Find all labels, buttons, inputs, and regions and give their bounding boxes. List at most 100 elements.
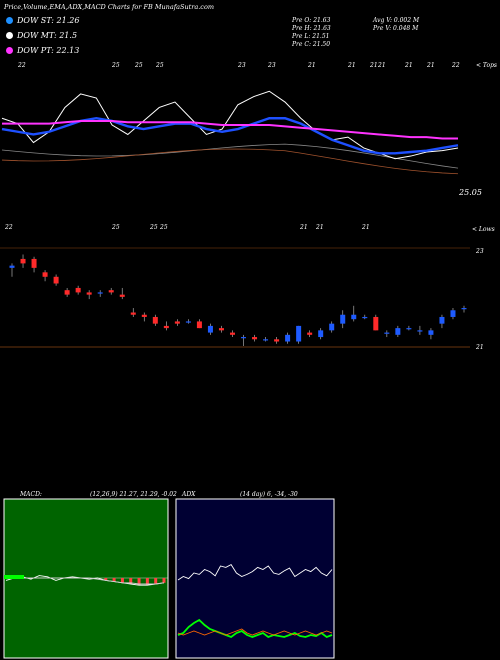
macd-histogram-bar <box>145 578 149 586</box>
stat-text: Pre C: 21.50 <box>292 41 331 48</box>
top-date-label: 21 <box>370 62 378 69</box>
candle-body <box>340 314 346 324</box>
lows-label: < Lows <box>472 226 495 233</box>
adx-border <box>175 498 335 659</box>
candle-body <box>274 339 280 342</box>
candle-body <box>75 287 81 293</box>
tops-label: < Tops <box>476 62 498 69</box>
top-date-label: 23 <box>238 62 246 69</box>
top-date-label: 21 <box>348 62 356 69</box>
adx-series-line <box>177 628 333 636</box>
top-date-label: 21 <box>378 62 386 69</box>
macd-green-band <box>4 575 24 579</box>
adx-title: ADX <box>182 491 196 498</box>
bottom-date-label: 21 <box>316 224 324 231</box>
top-date-label: 25 <box>135 62 143 69</box>
candle-body <box>439 316 445 324</box>
top-date-label: 25 <box>112 62 120 69</box>
macd-title: MACD: <box>20 491 42 498</box>
price-label-high: 23 <box>476 248 484 255</box>
stat-text: Pre H: 21.63 <box>292 25 331 32</box>
stat-text: Pre O: 21.63 <box>292 17 331 24</box>
macd-series-line <box>5 575 165 586</box>
legend-label: DOW PT: 22.13 <box>17 46 80 55</box>
candle-body <box>130 312 136 315</box>
candle-body <box>141 314 147 317</box>
legend-item: DOW PT: 22.13 <box>6 46 79 56</box>
candle-body <box>406 328 412 330</box>
candle-body <box>362 316 368 319</box>
candle-body <box>152 316 158 324</box>
candle-body <box>252 337 258 340</box>
candle-body <box>196 321 202 329</box>
bottom-date-label: 22 <box>5 224 13 231</box>
candle-body <box>108 290 114 293</box>
candle-body <box>53 276 59 284</box>
adx-series-line <box>177 618 333 639</box>
candle-body <box>263 339 269 341</box>
candle-body <box>296 325 302 342</box>
candle-body <box>9 265 15 268</box>
macd-histogram-bar <box>112 578 116 582</box>
adx-params: (14 day) 6, -34, -30 <box>240 491 298 498</box>
candle-body <box>86 292 92 295</box>
top-date-label: 21 <box>427 62 435 69</box>
macd-histogram-bar <box>162 578 166 583</box>
top-date-label: 21 <box>405 62 413 69</box>
macd-histogram-bar <box>137 578 141 586</box>
top-date-label: 21 <box>308 62 316 69</box>
legend-swatch <box>6 17 13 24</box>
candle-body <box>185 321 191 323</box>
bottom-date-label: 21 <box>362 224 370 231</box>
candle-body <box>20 258 26 264</box>
macd-histogram-bar <box>154 578 158 584</box>
ema-aux-line <box>1 148 459 175</box>
macd-histogram-bar <box>129 578 133 584</box>
price-label-low: 21 <box>476 344 484 351</box>
top-date-label: 23 <box>268 62 276 69</box>
page-title: Price,Volume,EMA,ADX,MACD Charts for FB … <box>4 3 215 11</box>
candle-body <box>351 314 357 320</box>
candle-body <box>450 310 456 317</box>
legend-item: DOW MT: 21.5 <box>6 31 77 41</box>
candle-body <box>218 328 224 331</box>
candle-body <box>307 332 313 335</box>
ema-series-line <box>2 119 458 140</box>
legend-swatch <box>6 32 13 39</box>
top-date-label: 25 <box>156 62 164 69</box>
candle-body <box>42 272 48 277</box>
candle-body <box>163 325 169 329</box>
candle-body <box>428 330 434 335</box>
candle-body <box>241 337 247 339</box>
candle-body <box>373 316 379 331</box>
candle-body <box>318 330 324 338</box>
candle-body <box>461 308 467 310</box>
adx-series-line <box>177 564 333 581</box>
stat-text: Avg V: 0.002 M <box>373 17 420 24</box>
macd-histogram-bar <box>104 578 108 581</box>
candle-body <box>229 332 235 335</box>
legend-item: DOW ST: 21.26 <box>6 16 79 26</box>
candle-body <box>207 325 213 333</box>
ema-price-label: 25.05 <box>459 188 482 197</box>
candle-body <box>174 321 180 324</box>
bottom-date-label: 25 <box>160 224 168 231</box>
macd-series-line <box>6 577 165 585</box>
stat-text: Pre V: 0.048 M <box>373 25 419 32</box>
candle-body <box>285 334 291 342</box>
candle-body <box>417 330 423 332</box>
macd-histogram-bar <box>120 578 124 583</box>
candle-body <box>31 258 37 268</box>
candle-body <box>395 328 401 335</box>
legend-swatch <box>6 47 13 54</box>
candle-body <box>329 323 335 331</box>
legend-label: DOW ST: 21.26 <box>17 16 80 25</box>
macd-params: (12,26,9) 21.27, 21.29, -0.02 <box>90 491 177 498</box>
top-date-label: 22 <box>18 62 26 69</box>
candle-body <box>64 290 70 295</box>
bottom-date-label: 25 <box>150 224 158 231</box>
stat-text: Pre L: 21.51 <box>292 33 330 40</box>
candle-body <box>384 332 390 334</box>
candle-body <box>119 294 125 297</box>
